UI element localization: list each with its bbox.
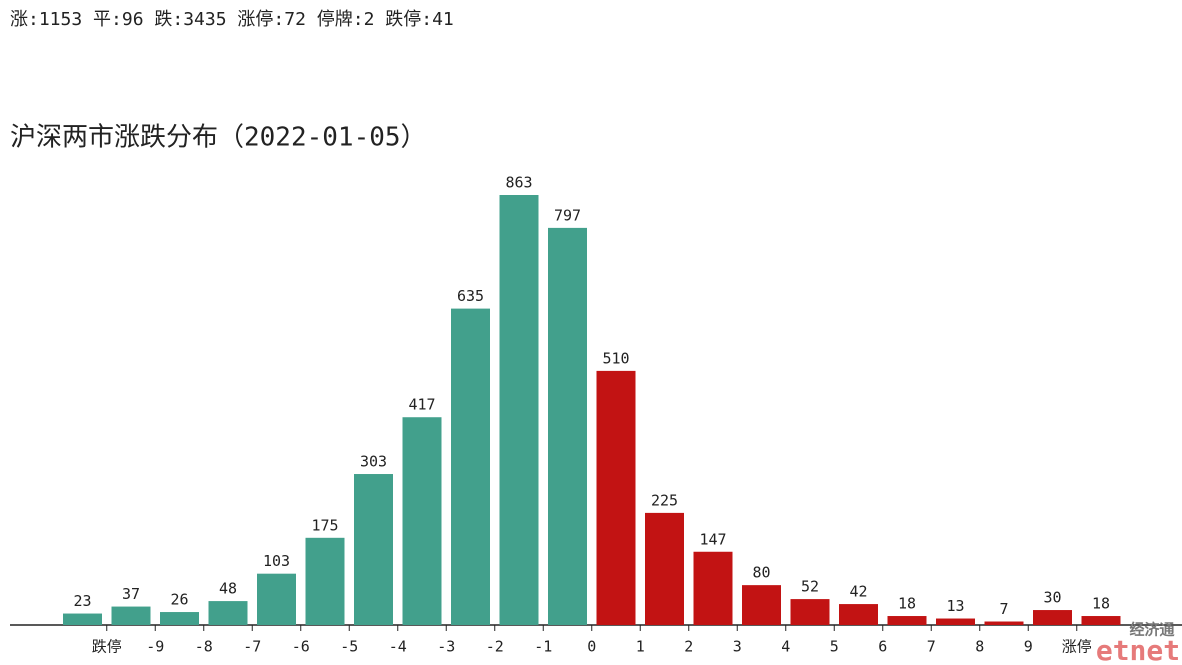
x-tick-label: 4	[781, 638, 790, 656]
x-tick-label: 9	[1024, 638, 1033, 656]
value-label: 147	[699, 530, 726, 548]
bar	[596, 370, 636, 625]
x-tick-label: -9	[146, 638, 164, 656]
value-label: 175	[311, 516, 338, 534]
value-label: 13	[946, 597, 964, 615]
value-label: 18	[1092, 595, 1110, 613]
x-tick-label: -4	[389, 638, 407, 656]
x-tick-label: -1	[534, 638, 552, 656]
x-tick-label: -7	[243, 638, 261, 656]
value-label: 103	[263, 552, 290, 570]
bar	[257, 573, 296, 625]
bar	[742, 585, 781, 625]
x-tick-label: -8	[195, 638, 213, 656]
bar	[451, 308, 490, 625]
chart-title: 沪深两市涨跌分布（2022-01-05）	[10, 123, 427, 153]
x-tick-label: 6	[878, 638, 887, 656]
bar	[887, 616, 927, 625]
value-label: 52	[801, 578, 819, 596]
bar	[354, 474, 393, 625]
bar	[402, 417, 442, 625]
x-tick-label: 2	[684, 638, 693, 656]
value-label: 30	[1043, 589, 1061, 607]
value-label: 510	[602, 349, 629, 367]
x-tick-label: 3	[733, 638, 742, 656]
bar	[936, 618, 975, 625]
value-label: 797	[554, 206, 581, 224]
bar	[693, 551, 733, 625]
value-label: 18	[898, 595, 916, 613]
value-label: 417	[408, 396, 435, 414]
bar	[499, 195, 539, 625]
bar	[305, 537, 345, 625]
value-label: 48	[219, 580, 237, 598]
value-label: 303	[360, 453, 387, 471]
watermark-cn: 经济通	[1129, 621, 1174, 639]
value-label: 23	[73, 592, 91, 610]
x-tick-label: -6	[292, 638, 310, 656]
bar	[63, 613, 102, 625]
bar	[111, 606, 151, 625]
bar	[208, 601, 248, 625]
bar	[1081, 616, 1121, 625]
value-label: 863	[505, 174, 532, 192]
x-tick-label: 跌停	[92, 638, 122, 656]
value-label: 225	[651, 491, 678, 509]
x-tick-label: 5	[830, 638, 839, 656]
bar	[160, 612, 199, 625]
x-tick-label: -2	[486, 638, 504, 656]
x-tick-label: -5	[340, 638, 358, 656]
value-label: 80	[752, 564, 770, 582]
value-label: 26	[170, 591, 188, 609]
x-tick-label: 8	[975, 638, 984, 656]
bar	[984, 621, 1024, 625]
x-tick-label: 1	[636, 638, 645, 656]
bar	[645, 512, 684, 625]
value-label: 42	[849, 583, 867, 601]
value-label: 635	[457, 287, 484, 305]
watermark-logo: etnet	[1096, 634, 1180, 665]
x-tick-label: 0	[587, 638, 596, 656]
x-tick-label: -3	[437, 638, 455, 656]
value-label: 7	[999, 600, 1008, 618]
bar	[1033, 610, 1072, 625]
header: 涨:1153 平:96 跌:3435 涨停:72 停牌:2 跌停:41	[10, 9, 454, 30]
bar	[548, 227, 587, 625]
x-tick-label: 7	[927, 638, 936, 656]
x-tick-label: 涨停	[1062, 638, 1092, 656]
bar	[839, 604, 878, 625]
value-label: 37	[122, 585, 140, 603]
bar	[790, 599, 830, 625]
